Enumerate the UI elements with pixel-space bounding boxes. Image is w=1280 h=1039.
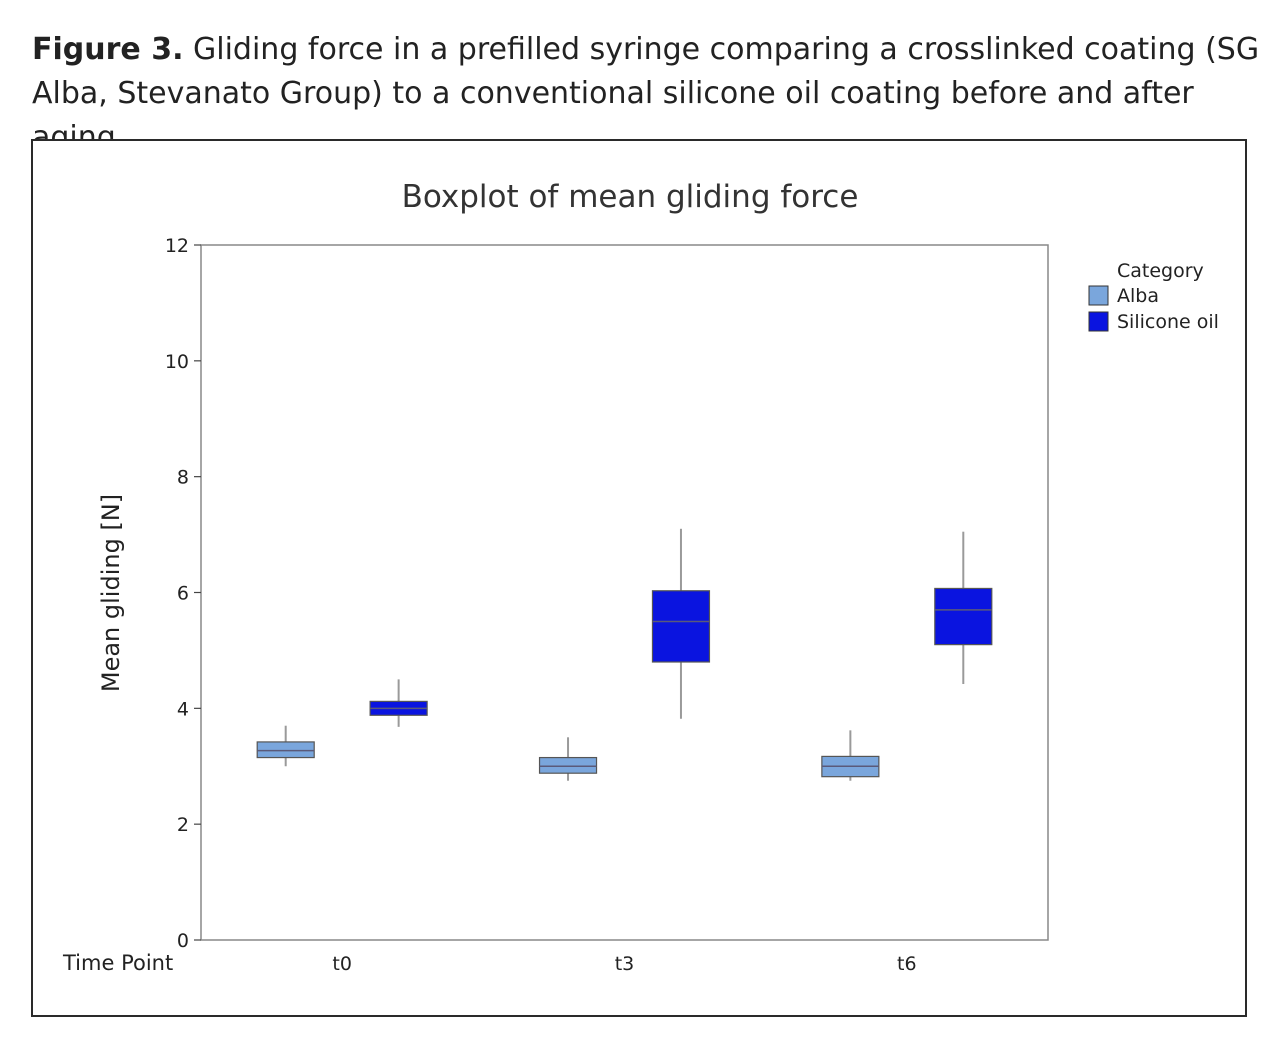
- figure-caption: Figure 3. Gliding force in a prefilled s…: [32, 28, 1262, 160]
- legend-label: Alba: [1117, 285, 1159, 307]
- y-tick-label: 12: [165, 235, 189, 257]
- x-tick-label: t6: [897, 953, 917, 975]
- legend-swatch: [1088, 311, 1109, 332]
- y-tick-label: 10: [165, 351, 189, 373]
- y-axis: 0 2 4 6 8 10 12: [165, 235, 201, 952]
- boxplot-chart: Boxplot of mean gliding force 024681012 …: [62, 179, 1219, 975]
- figure-caption-text: Gliding force in a prefilled syringe com…: [32, 32, 1260, 155]
- plot-area: [200, 244, 1049, 941]
- box-iqr: [651, 590, 711, 663]
- y-tick-label: 8: [177, 467, 189, 489]
- x-axis: t0 t3 t6: [332, 953, 916, 975]
- y-tick-label: 4: [177, 698, 189, 720]
- box-iqr: [538, 756, 598, 774]
- box-alba-t6: [821, 730, 880, 781]
- x-axis-label: Time Point: [62, 951, 173, 975]
- legend-title: Category: [1117, 260, 1204, 282]
- y-tick-label: 0: [177, 930, 189, 952]
- y-tick-label: 6: [177, 583, 189, 605]
- legend-label: Silicone oil: [1117, 311, 1219, 333]
- y-tick-label: 2: [177, 814, 189, 836]
- chart-title: Boxplot of mean gliding force: [402, 179, 859, 215]
- legend: Category Alba Silicone oil: [1088, 260, 1219, 333]
- legend-swatch: [1088, 285, 1109, 306]
- x-tick-label: t0: [332, 953, 352, 975]
- figure-label: Figure 3.: [32, 32, 184, 67]
- chart-frame: Boxplot of mean gliding force 0 2 4 6 8 10 12 …: [31, 139, 1247, 1017]
- y-axis-label: Mean gliding [N]: [97, 494, 125, 692]
- boxplot-series: [256, 528, 993, 781]
- box-iqr: [256, 741, 315, 759]
- box-silicone-oil-t6: [934, 531, 993, 685]
- x-tick-label: t3: [615, 953, 635, 975]
- box-alba-t0: [256, 725, 315, 767]
- box-silicone-oil-t3: [651, 528, 711, 719]
- box-iqr: [934, 587, 993, 646]
- box-silicone-oil-t0: [369, 679, 428, 727]
- box-alba-t3: [538, 737, 598, 781]
